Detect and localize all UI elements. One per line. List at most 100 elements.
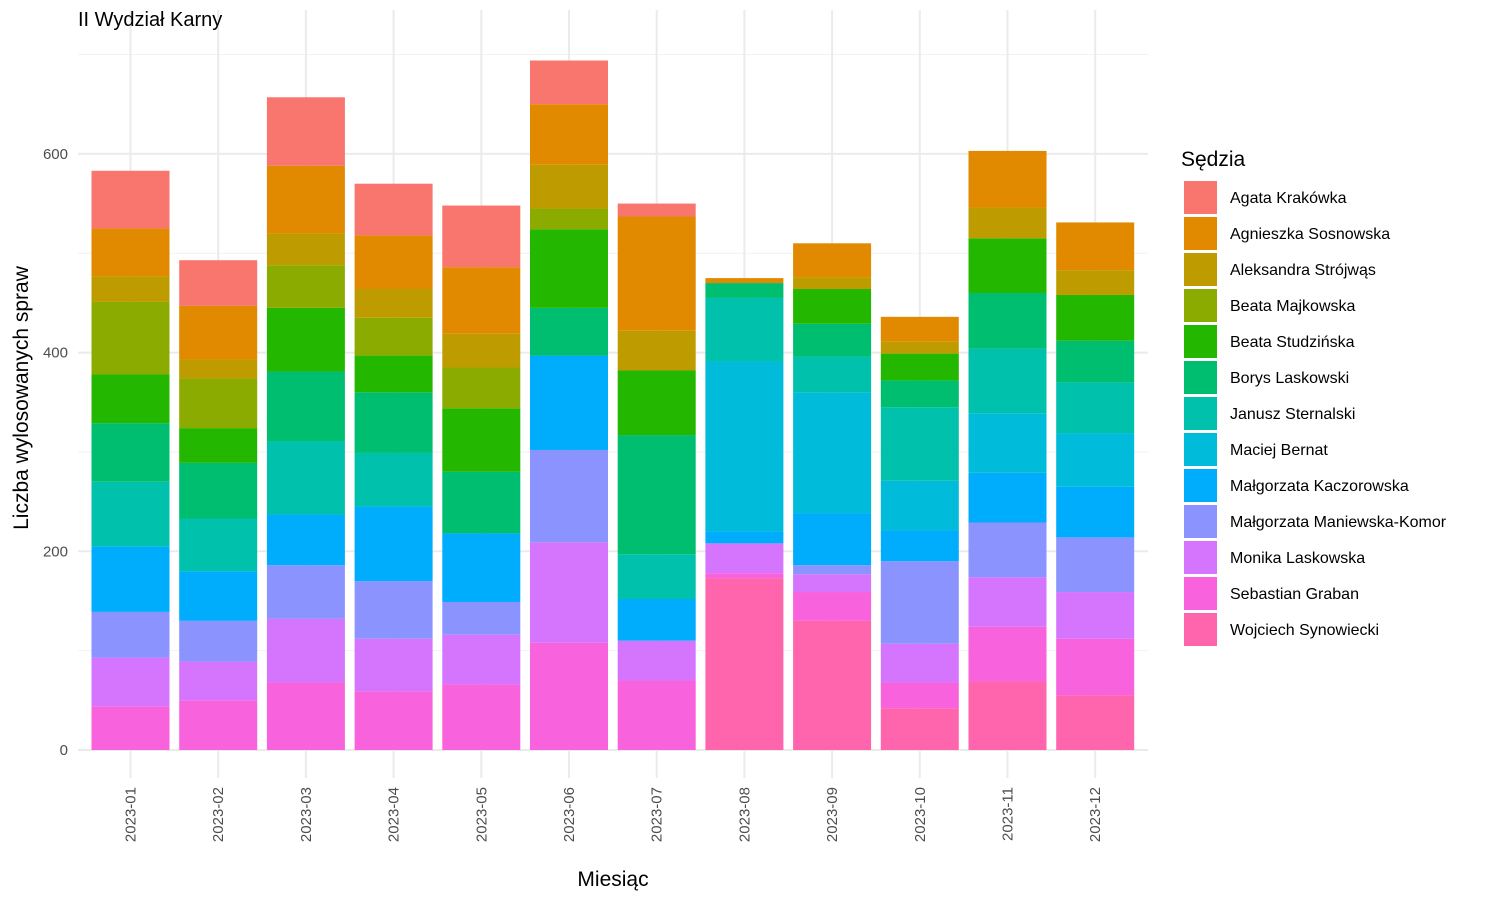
bar-segment [91, 546, 170, 612]
bar-segment [880, 682, 959, 709]
bar-segment [266, 165, 345, 234]
legend-label: Wojciech Synowiecki [1230, 622, 1379, 639]
legend-label: Beata Studzińska [1230, 334, 1355, 351]
bar-segment [880, 480, 959, 531]
bar-segment [179, 661, 258, 701]
bar-segment [354, 452, 433, 507]
bar-segment [91, 423, 170, 482]
bar-segment [91, 611, 170, 658]
legend-label: Beata Majkowska [1230, 298, 1355, 315]
legend-swatch [1184, 217, 1217, 250]
bar-segment [1056, 433, 1135, 487]
bar-segment [179, 378, 258, 429]
bar-segment [793, 356, 872, 393]
bar-segment [880, 530, 959, 562]
bar-segment [880, 316, 959, 342]
legend-label: Aleksandra Strójwąs [1230, 262, 1376, 279]
bar-segment [530, 307, 608, 356]
bar-segment [530, 229, 608, 308]
bar-segment [354, 355, 433, 393]
bar-segment [354, 506, 433, 582]
x-tick-label: 2023-05 [473, 787, 490, 842]
bar-segment [617, 370, 696, 436]
legend-label: Monika Laskowska [1230, 550, 1365, 567]
bar-segment [266, 514, 345, 566]
bar-segment [442, 267, 521, 334]
legend-swatch [1184, 253, 1217, 286]
bar-segment [179, 620, 258, 662]
bar-segment [266, 233, 345, 266]
x-tick-label: 2023-12 [1087, 787, 1104, 842]
bar-segment [617, 680, 696, 750]
chart-title: II Wydział Karny [78, 9, 222, 31]
bar-segment [793, 620, 872, 750]
bar-segment [179, 462, 258, 519]
bar-segment [880, 561, 959, 644]
bar-segment [968, 472, 1047, 523]
bar-segment [91, 276, 170, 302]
bar-segment [705, 297, 784, 362]
bar-segment [968, 150, 1047, 208]
legend-label: Agnieszka Sosnowska [1230, 226, 1390, 243]
bar-segment [968, 522, 1047, 578]
bar-segment [179, 305, 258, 360]
bar-segment [880, 708, 959, 750]
legend-swatch [1184, 397, 1217, 430]
bar-segment [91, 657, 170, 707]
bar-segment [354, 235, 433, 290]
bar-segment [793, 574, 872, 593]
y-axis-title: Liczba wylosowanych spraw [10, 265, 33, 530]
bar-segment [442, 333, 521, 368]
x-tick-label: 2023-11 [1000, 787, 1017, 841]
x-tick-label: 2023-09 [824, 787, 841, 842]
x-tick-label: 2023-10 [912, 787, 929, 842]
y-axis-ticks: 0 200 400 600 [43, 146, 68, 759]
bar-segment [705, 573, 784, 579]
bar-segment [705, 578, 784, 750]
x-tick-label: 2023-07 [649, 787, 666, 842]
bar-segment [880, 353, 959, 381]
bar-segment [354, 392, 433, 453]
legend-swatch [1184, 541, 1217, 574]
legend-label: Janusz Sternalski [1230, 406, 1355, 423]
y-tick-label: 0 [60, 742, 68, 759]
bar-segment [442, 684, 521, 750]
bar-segment [91, 481, 170, 547]
y-tick-label: 400 [43, 345, 68, 362]
bar-segment [354, 691, 433, 750]
bar-segment [617, 640, 696, 681]
bar-segment [91, 374, 170, 424]
legend-swatch [1184, 505, 1217, 538]
legend-swatch [1184, 325, 1217, 358]
bar-segment [617, 330, 696, 371]
bar-segment [266, 371, 345, 442]
bar-segment [705, 361, 784, 532]
x-tick-label: 2023-08 [736, 787, 753, 842]
y-tick-label: 600 [43, 146, 68, 163]
bar-segment [617, 554, 696, 599]
bar-segment [617, 203, 696, 217]
legend-swatch [1184, 613, 1217, 646]
bar-segment [266, 307, 345, 372]
bar-segment [530, 449, 608, 543]
bar-segment [1056, 270, 1135, 295]
legend-label: Małgorzata Maniewska-Komor [1230, 514, 1447, 531]
bar-segment [1056, 592, 1135, 639]
bar-segment [793, 289, 872, 324]
bar-segment [179, 571, 258, 621]
bar-segment [442, 533, 521, 602]
bar-segment [793, 392, 872, 514]
legend-label: Borys Laskowski [1230, 370, 1349, 387]
bar-segment [530, 104, 608, 165]
bar-segment [266, 682, 345, 750]
bar-segment [354, 317, 433, 356]
bar-segment [179, 359, 258, 379]
bar-segment [442, 205, 521, 268]
legend-label: Sebastian Graban [1230, 586, 1359, 603]
legend-label: Małgorzata Kaczorowska [1230, 478, 1409, 495]
bar-segment [1056, 382, 1135, 434]
bar-segment [1056, 486, 1135, 538]
bar-segment [968, 348, 1047, 414]
bar-segment [266, 441, 345, 515]
